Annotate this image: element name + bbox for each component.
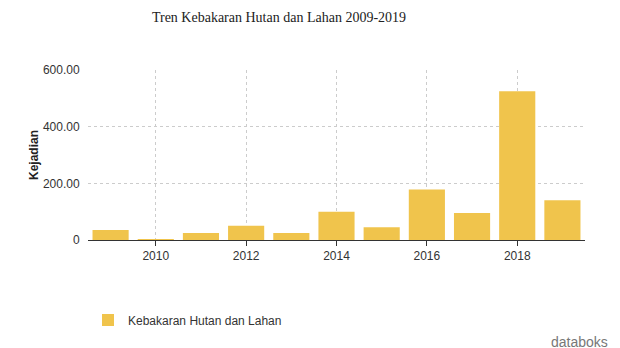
svg-text:2010: 2010	[142, 249, 169, 263]
svg-text:Kejadian: Kejadian	[27, 130, 41, 180]
svg-text:2018: 2018	[504, 249, 531, 263]
svg-text:600.00: 600.00	[43, 63, 80, 77]
svg-text:Kebakaran Hutan dan Lahan: Kebakaran Hutan dan Lahan	[128, 314, 281, 328]
svg-text:200.00: 200.00	[43, 177, 80, 191]
svg-text:0: 0	[73, 233, 80, 247]
svg-text:2016: 2016	[414, 249, 441, 263]
svg-text:2012: 2012	[233, 249, 260, 263]
svg-text:2014: 2014	[323, 249, 350, 263]
svg-text:400.00: 400.00	[43, 120, 80, 134]
svg-text:Tren Kebakaran Hutan dan Lahan: Tren Kebakaran Hutan dan Lahan 2009-2019	[152, 10, 406, 25]
svg-text:databoks: databoks	[551, 334, 608, 348]
